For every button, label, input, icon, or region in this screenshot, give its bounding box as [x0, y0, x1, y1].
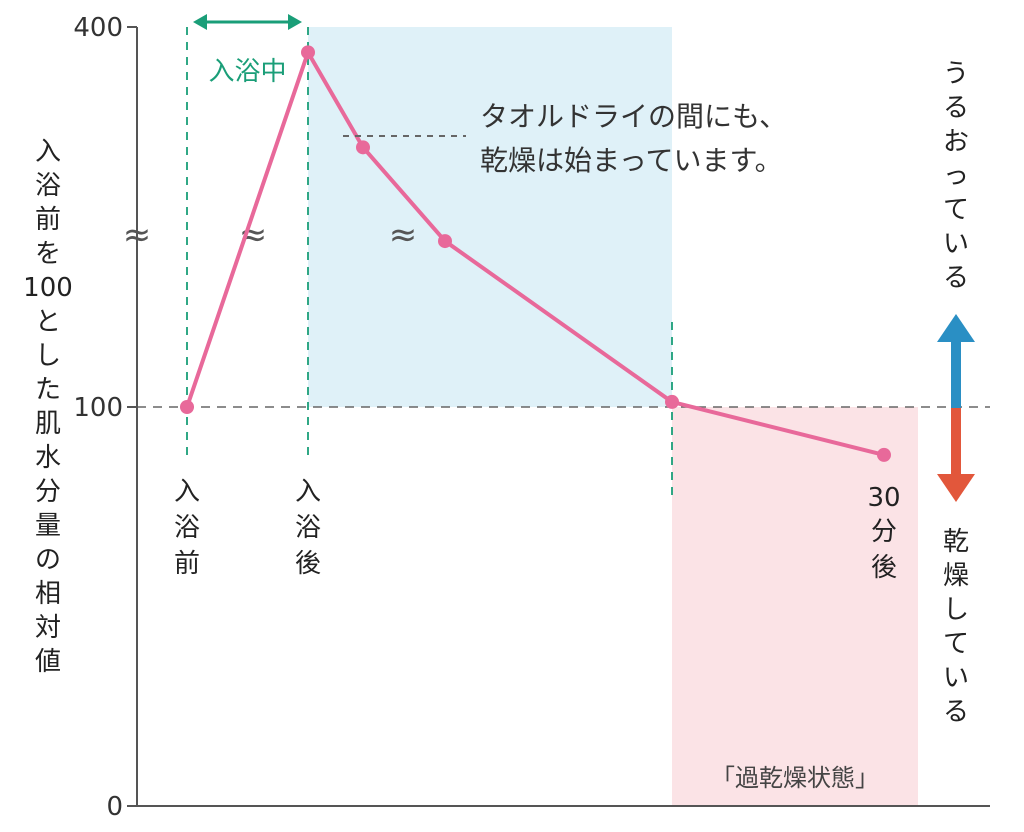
x-label-before-bath-char: 浴: [174, 513, 200, 543]
dry-label-char: 乾: [943, 527, 969, 557]
x-label-30min-suffix-char: 後: [871, 553, 897, 583]
y-axis-title-char: と: [35, 307, 61, 337]
moist-label-char: て: [943, 195, 969, 225]
moist-label-char: っ: [943, 161, 969, 191]
y-tick-label: 400: [73, 13, 123, 43]
x-label-30min-suffix-char: 分: [871, 517, 897, 547]
over-dry-label: 「過乾燥状態」: [711, 764, 879, 792]
dry-arrow-shaft: [951, 408, 961, 478]
dry-label-char: る: [943, 697, 969, 727]
y-axis-title-char: 水: [35, 443, 61, 473]
y-axis-title-char: 相: [35, 579, 61, 609]
moist-label-char: る: [943, 263, 969, 293]
data-point: [180, 400, 194, 414]
bathing-arrow-right-head: [288, 14, 302, 30]
x-label-after-bath-char: 浴: [295, 513, 321, 543]
over-dry-region: [672, 407, 918, 806]
y-axis-title-char: 肌: [35, 409, 61, 439]
bathing-arrow-left-head: [193, 14, 207, 30]
bathing-label: 入浴中: [208, 57, 286, 87]
moist-arrow-shaft: [951, 338, 961, 408]
moist-label-char: る: [943, 93, 969, 123]
x-label-before-bath-char: 前: [174, 549, 200, 579]
dry-label-char: し: [943, 595, 969, 625]
towel-note-line2: 乾燥は始まっています。: [480, 144, 783, 177]
axis-break-mark: ≈: [389, 215, 418, 255]
x-label-before-bath: 入浴前: [174, 477, 200, 579]
x-label-30min-number: 30: [867, 483, 900, 513]
y-axis-title-char: 前: [35, 205, 61, 235]
y-axis-title-char: 対: [35, 613, 61, 643]
x-label-after-bath: 入浴後: [295, 477, 321, 579]
towel-note-line1: タオルドライの間にも、: [480, 100, 787, 133]
y-axis-title-number: 100: [23, 273, 73, 303]
y-axis-title-char: た: [35, 375, 61, 405]
y-tick-label: 0: [106, 792, 123, 822]
axis-break-mark: ≈: [123, 215, 152, 255]
y-axis-title-char: し: [35, 341, 61, 371]
axis-break-mark: ≈: [239, 215, 268, 255]
y-axis-title-char: 値: [35, 647, 61, 677]
dry-arrow-head: [937, 474, 975, 502]
x-label-after-bath-char: 後: [295, 549, 321, 579]
y-axis-title-char: 量: [35, 511, 61, 541]
y-axis-title-char: 浴: [35, 171, 61, 201]
y-axis-title-char: を: [35, 239, 61, 269]
skin-moisture-line: [185, 50, 885, 457]
x-label-30min-suffix: 分後: [871, 517, 897, 583]
moist-label-char: い: [943, 229, 969, 259]
moist-label-char: う: [943, 59, 969, 89]
moist-label-char: お: [943, 127, 969, 157]
y-axis-title-char: 分: [35, 477, 61, 507]
dry-label-char: 燥: [943, 561, 969, 591]
y-tick-label: 100: [73, 393, 123, 423]
dry-label-char: て: [943, 629, 969, 659]
data-point: [665, 394, 679, 409]
data-point: [877, 447, 891, 462]
dry-label-char: い: [943, 663, 969, 693]
x-label-before-bath-char: 入: [174, 477, 200, 507]
data-point: [356, 140, 370, 155]
data-point: [438, 234, 452, 249]
data-point: [301, 45, 315, 60]
y-axis-title-char: の: [35, 545, 61, 575]
towel-dry-region: [308, 27, 672, 407]
x-label-after-bath-char: 入: [295, 477, 321, 507]
y-axis-title-char: 入: [35, 137, 61, 167]
moist-arrow-head: [937, 314, 975, 342]
